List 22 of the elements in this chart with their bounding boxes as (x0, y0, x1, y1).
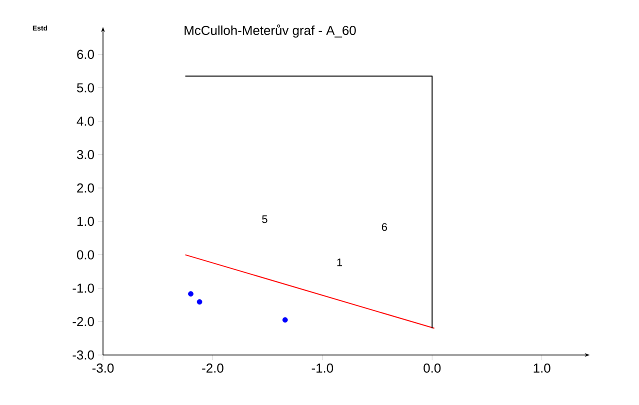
chart-title: McCulloh-Meterův graf - A_60 (184, 24, 356, 38)
y-tick-label: 6.0 (77, 50, 94, 59)
point (282, 317, 288, 323)
x-tick-label: -2.0 (202, 364, 224, 373)
y-tick-label: 4.0 (76, 116, 94, 126)
annotation: 5 (262, 215, 268, 224)
y-tick-label: 0.0 (76, 250, 94, 260)
y-tick-label: -3.0 (72, 350, 94, 360)
y-tick-label: 1.0 (77, 216, 94, 226)
y-tick-label: 5.0 (76, 83, 94, 92)
y-tick-label: 2.0 (77, 183, 94, 193)
x-tick-label: -1.0 (312, 364, 334, 373)
x-tick-label: 0.0 (424, 364, 441, 373)
point (188, 291, 194, 297)
x-tick-label: 1.0 (534, 364, 550, 373)
annotation: 6 (382, 223, 387, 231)
annotation: 1 (337, 258, 342, 266)
y-tick-label: 3.0 (76, 150, 94, 160)
y-tick-label: -2.0 (72, 317, 94, 326)
x-tick-label: -3.0 (92, 364, 114, 373)
point (196, 299, 202, 305)
y-tick-label: -1.0 (72, 284, 94, 293)
